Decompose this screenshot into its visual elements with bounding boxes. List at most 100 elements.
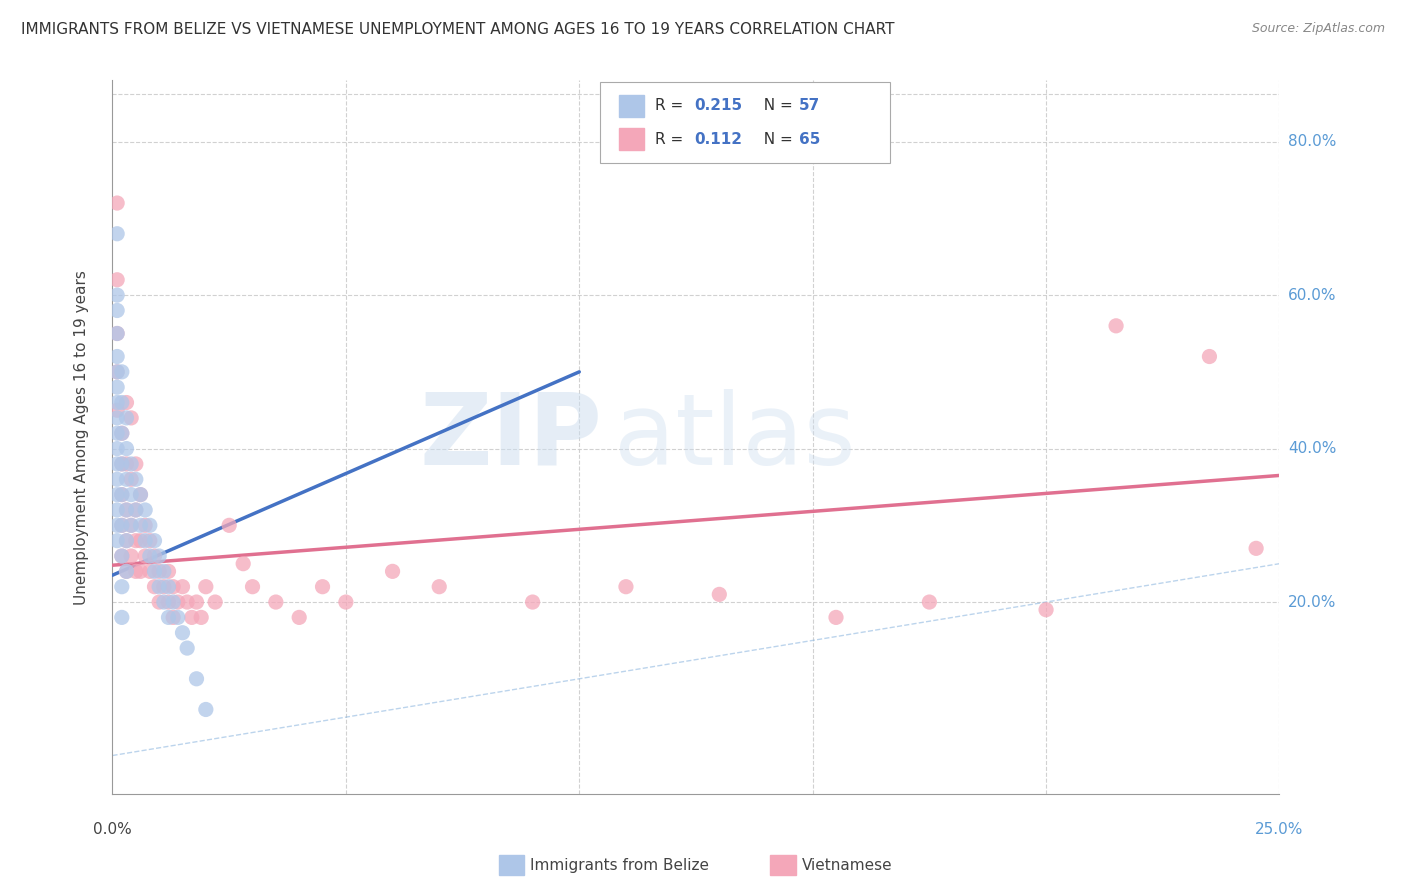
Point [709, 587, 731, 601]
Point [105, 472, 128, 486]
Point [427, 580, 450, 594]
Text: R =: R = [655, 132, 689, 147]
Point [1035, 603, 1057, 617]
Point [166, 610, 188, 624]
Point [115, 565, 138, 579]
Point [111, 580, 134, 594]
Point [105, 503, 128, 517]
Point [111, 457, 134, 471]
Point [148, 580, 170, 594]
Point [153, 580, 176, 594]
Text: N =: N = [754, 132, 797, 147]
Point [162, 595, 184, 609]
Point [918, 595, 941, 609]
Point [125, 565, 148, 579]
Point [143, 533, 166, 548]
Point [111, 426, 134, 441]
Point [120, 488, 142, 502]
Point [139, 533, 162, 548]
Text: 80.0%: 80.0% [1288, 134, 1336, 149]
Point [134, 549, 156, 563]
Point [204, 595, 226, 609]
Point [105, 442, 128, 456]
Point [264, 595, 287, 609]
Point [105, 488, 128, 502]
Text: 60.0%: 60.0% [1288, 287, 1336, 302]
Point [190, 610, 212, 624]
Point [105, 288, 128, 302]
Text: 0.0%: 0.0% [93, 822, 132, 837]
Point [143, 549, 166, 563]
Point [105, 457, 128, 471]
Point [129, 533, 152, 548]
Point [105, 326, 128, 341]
Point [105, 350, 128, 364]
Point [120, 518, 142, 533]
Point [139, 549, 162, 563]
Point [105, 533, 128, 548]
Point [157, 610, 180, 624]
Text: 40.0%: 40.0% [1288, 441, 1336, 456]
Point [115, 395, 138, 409]
Point [614, 580, 637, 594]
Point [162, 580, 184, 594]
Text: Vietnamese: Vietnamese [801, 858, 891, 872]
Point [194, 702, 217, 716]
Point [129, 518, 152, 533]
Point [111, 518, 134, 533]
Text: Source: ZipAtlas.com: Source: ZipAtlas.com [1251, 22, 1385, 36]
Point [115, 533, 138, 548]
Point [105, 196, 128, 211]
Point [111, 365, 134, 379]
Point [111, 488, 134, 502]
Point [120, 410, 142, 425]
Point [111, 426, 134, 441]
Point [115, 533, 138, 548]
Point [232, 557, 254, 571]
Point [111, 549, 134, 563]
Point [115, 503, 138, 517]
Point [218, 518, 240, 533]
Point [129, 565, 152, 579]
Point [153, 565, 176, 579]
Text: 65: 65 [799, 132, 820, 147]
Point [125, 533, 148, 548]
Point [176, 595, 198, 609]
Point [120, 549, 142, 563]
Point [115, 410, 138, 425]
Point [129, 488, 152, 502]
Point [311, 580, 333, 594]
Point [1244, 541, 1267, 556]
Point [242, 580, 264, 594]
Point [148, 565, 170, 579]
Point [115, 472, 138, 486]
Point [125, 472, 148, 486]
Point [111, 457, 134, 471]
Point [111, 395, 134, 409]
Point [1198, 350, 1220, 364]
Point [143, 580, 166, 594]
Point [105, 518, 128, 533]
Point [129, 488, 152, 502]
Point [162, 610, 184, 624]
Point [157, 595, 180, 609]
Point [186, 595, 208, 609]
Point [111, 518, 134, 533]
Point [111, 488, 134, 502]
Point [105, 403, 128, 417]
Point [825, 610, 848, 624]
Point [105, 326, 128, 341]
Point [120, 472, 142, 486]
Point [148, 549, 170, 563]
Point [105, 426, 128, 441]
Point [105, 273, 128, 287]
Point [194, 580, 217, 594]
Text: atlas: atlas [614, 389, 856, 485]
Point [157, 565, 180, 579]
Text: ZIP: ZIP [420, 389, 603, 485]
Point [288, 610, 311, 624]
Point [180, 610, 202, 624]
Point [172, 580, 194, 594]
Text: Immigrants from Belize: Immigrants from Belize [530, 858, 709, 872]
Text: N =: N = [754, 98, 797, 113]
